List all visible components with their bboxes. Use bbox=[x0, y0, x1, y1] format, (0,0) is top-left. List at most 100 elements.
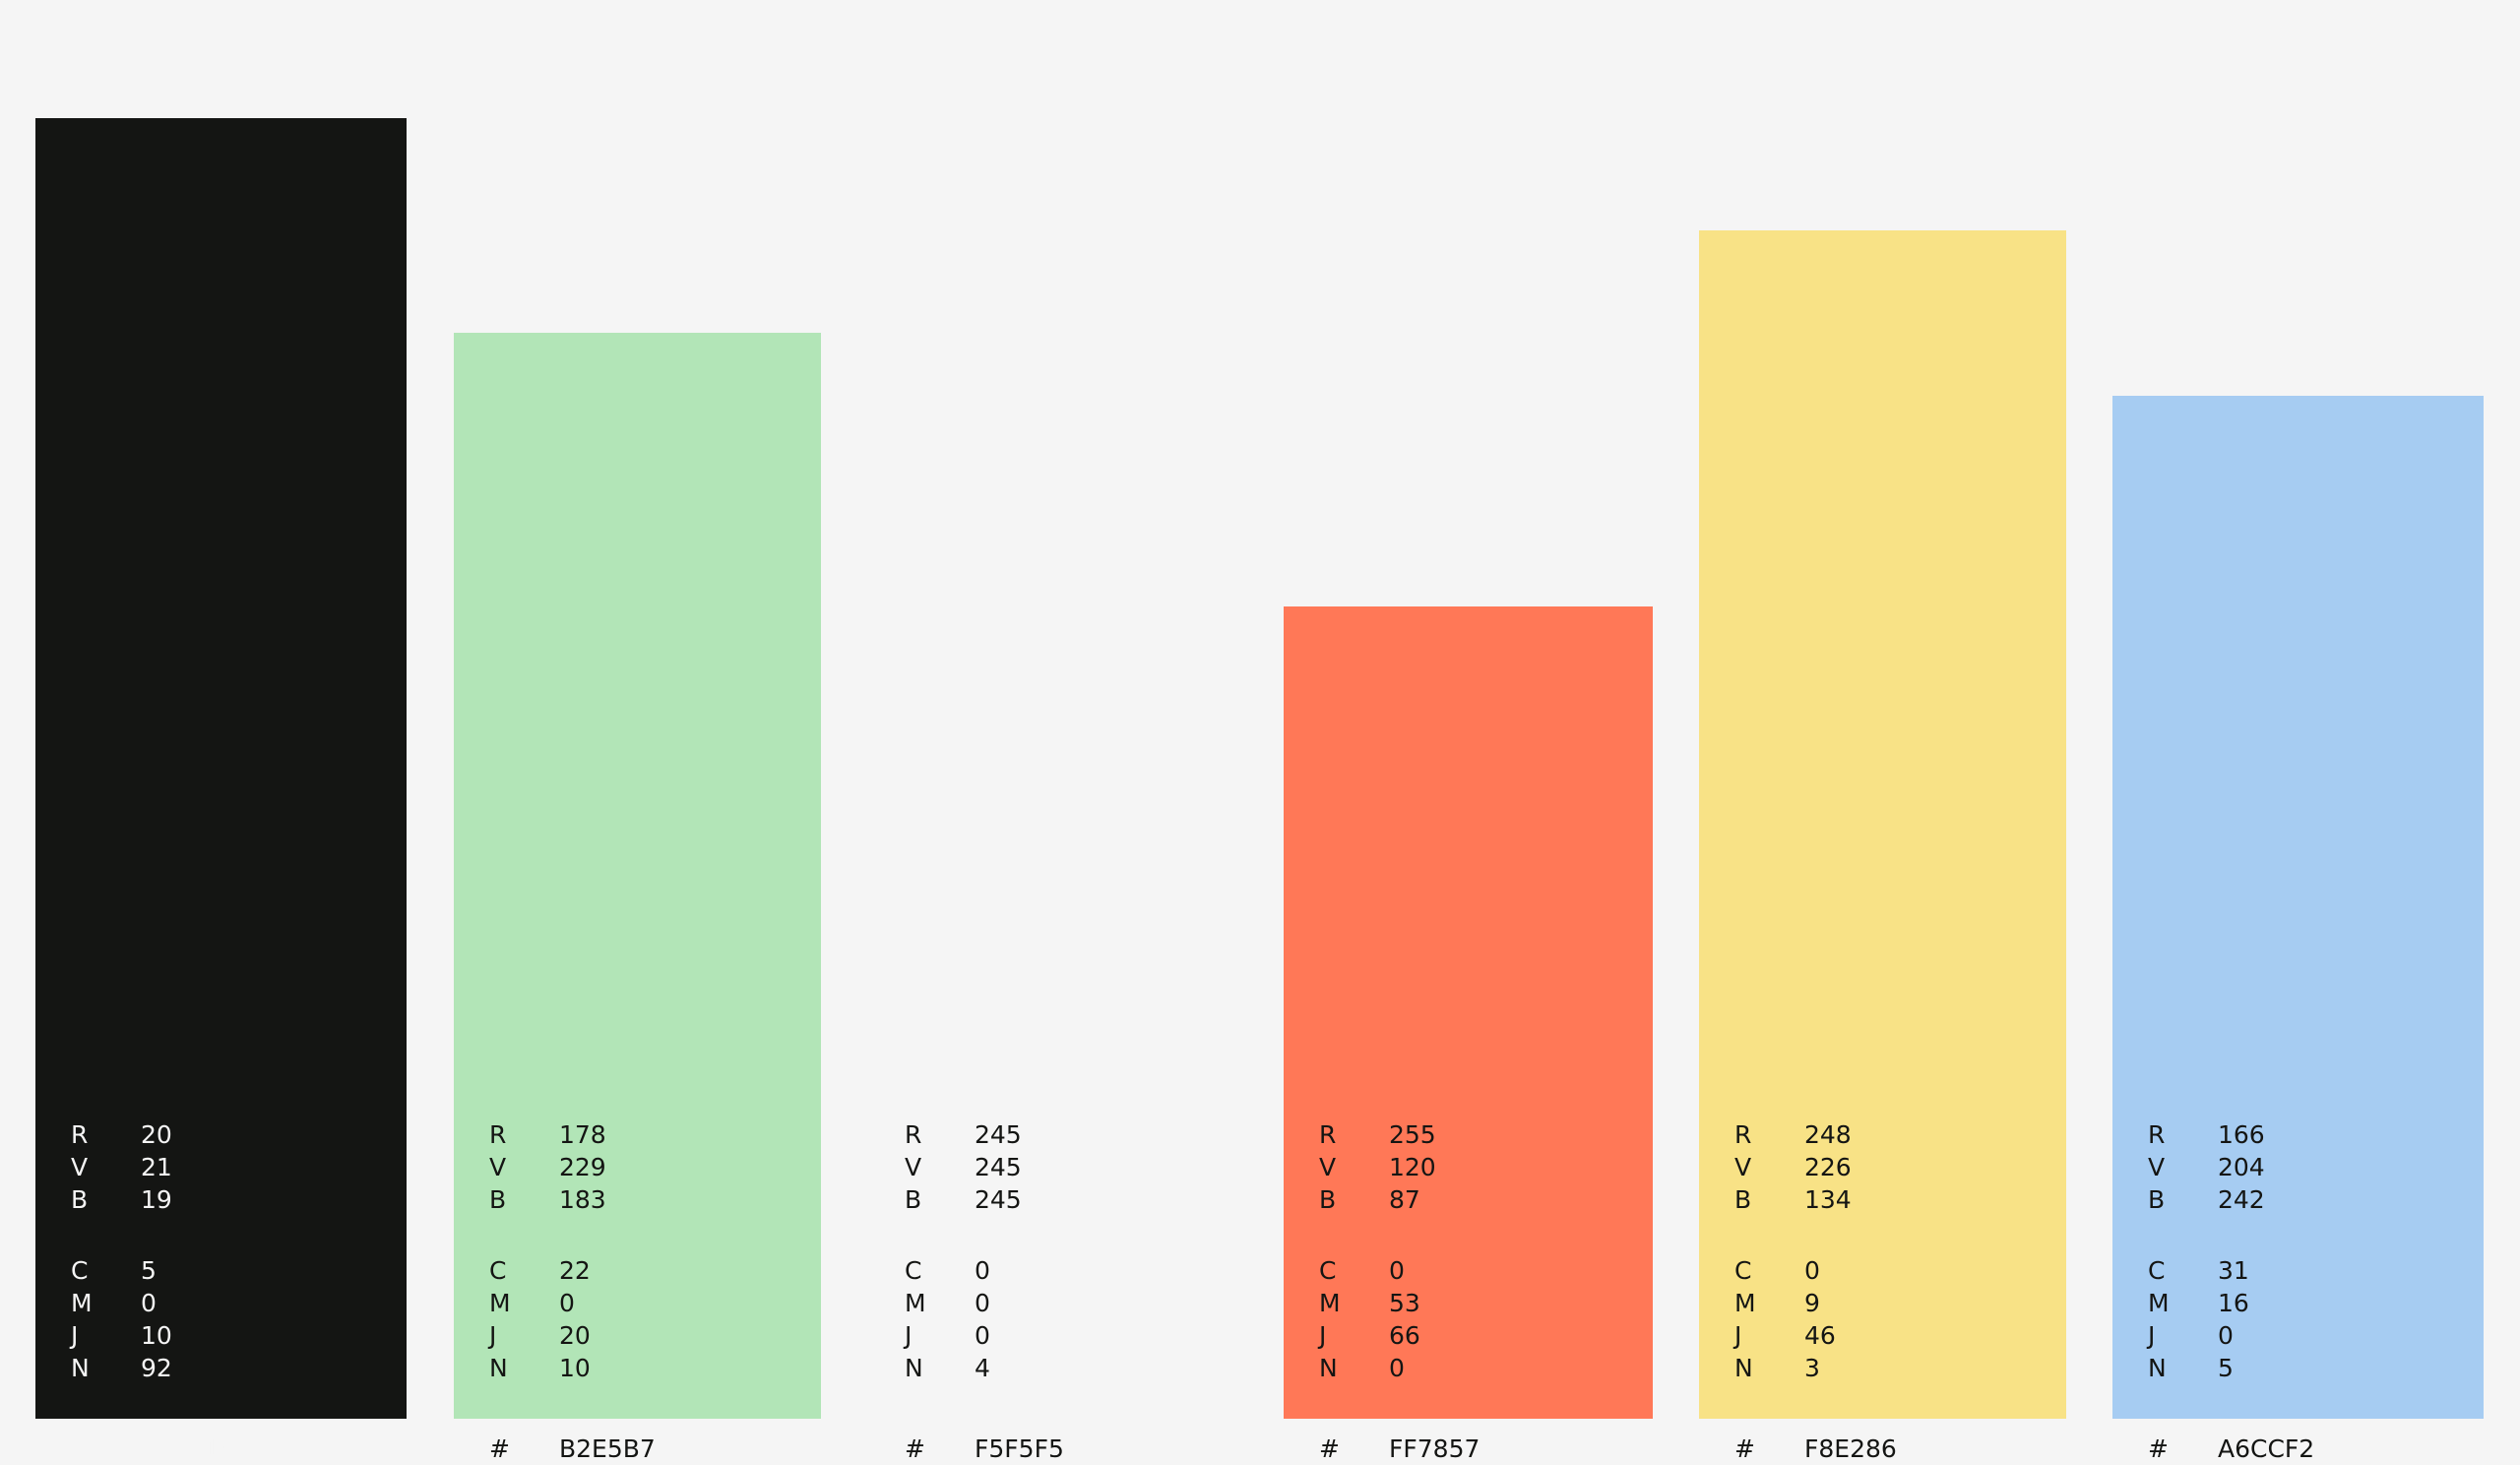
label-b: B bbox=[71, 1185, 89, 1214]
label-m: M bbox=[1734, 1289, 1756, 1317]
label-m: M bbox=[905, 1289, 926, 1317]
label-c: C bbox=[489, 1256, 507, 1285]
swatch-values: R 255 V 120 B 87 C 0 M 53 J 66 N 0 # FF7857 bbox=[1319, 1118, 1480, 1465]
value-m: 0 bbox=[559, 1289, 575, 1317]
label-c: C bbox=[2148, 1256, 2166, 1285]
label-c: C bbox=[1319, 1256, 1337, 1285]
value-r: 20 bbox=[141, 1120, 172, 1149]
value-v: 204 bbox=[2218, 1153, 2265, 1181]
value-n: 3 bbox=[1804, 1354, 1820, 1382]
swatch-values: R 248 V 226 B 134 C 0 M 9 J 46 N 3 # F8E286 bbox=[1734, 1118, 1897, 1465]
value-b: 242 bbox=[2218, 1185, 2265, 1214]
label-hash: # bbox=[489, 1434, 510, 1463]
label-hash: # bbox=[71, 1434, 92, 1463]
label-r: R bbox=[489, 1120, 507, 1149]
value-j: 66 bbox=[1389, 1321, 1420, 1350]
label-j: J bbox=[71, 1321, 79, 1350]
value-v: 229 bbox=[559, 1153, 606, 1181]
label-hash: # bbox=[905, 1434, 925, 1463]
value-c: 0 bbox=[1804, 1256, 1820, 1285]
value-v: 120 bbox=[1389, 1153, 1436, 1181]
value-m: 53 bbox=[1389, 1289, 1420, 1317]
value-b: 87 bbox=[1389, 1185, 1420, 1214]
value-n: 4 bbox=[975, 1354, 990, 1382]
value-hex: B2E5B7 bbox=[559, 1434, 656, 1463]
value-b: 245 bbox=[975, 1185, 1022, 1214]
label-j: J bbox=[489, 1321, 497, 1350]
label-b: B bbox=[905, 1185, 922, 1214]
label-r: R bbox=[2148, 1120, 2166, 1149]
label-hash: # bbox=[1734, 1434, 1755, 1463]
swatch-values: R 20 V 21 B 19 C 5 M 0 J 10 N 92 #141513 bbox=[71, 1118, 234, 1465]
label-m: M bbox=[2148, 1289, 2170, 1317]
swatch-black: R 20 V 21 B 19 C 5 M 0 J 10 N 92 #141513 bbox=[35, 118, 407, 1463]
swatch-yellow: R 248 V 226 B 134 C 0 M 9 J 46 N 3 # F8E286 bbox=[1699, 230, 2066, 1463]
label-r: R bbox=[71, 1120, 89, 1149]
value-m: 16 bbox=[2218, 1289, 2249, 1317]
label-hash: # bbox=[2148, 1434, 2169, 1463]
label-m: M bbox=[1319, 1289, 1341, 1317]
value-j: 46 bbox=[1804, 1321, 1836, 1350]
label-b: B bbox=[1734, 1185, 1752, 1214]
swatch-coral: R 255 V 120 B 87 C 0 M 53 J 66 N 0 # FF7857 bbox=[1284, 606, 1653, 1463]
value-hex: A6CCF2 bbox=[2218, 1434, 2315, 1463]
label-n: N bbox=[489, 1354, 508, 1382]
value-n: 10 bbox=[559, 1354, 591, 1382]
value-b: 183 bbox=[559, 1185, 606, 1214]
label-j: J bbox=[1734, 1321, 1742, 1350]
swatch-blue: R 166 V 204 B 242 C 31 M 16 J 0 N 5 # A6CCF2 bbox=[2112, 396, 2484, 1463]
swatch-values: R 178 V 229 B 183 C 22 M 0 J 20 N 10 # B2E5B7 bbox=[489, 1118, 656, 1465]
value-c: 0 bbox=[975, 1256, 990, 1285]
value-r: 248 bbox=[1804, 1120, 1852, 1149]
value-hex: FF7857 bbox=[1389, 1434, 1480, 1463]
value-v: 245 bbox=[975, 1153, 1022, 1181]
value-v: 226 bbox=[1804, 1153, 1852, 1181]
label-j: J bbox=[1319, 1321, 1327, 1350]
value-b: 134 bbox=[1804, 1185, 1852, 1214]
value-m: 0 bbox=[975, 1289, 990, 1317]
label-v: V bbox=[71, 1153, 89, 1181]
value-m: 0 bbox=[141, 1289, 157, 1317]
value-c: 5 bbox=[141, 1256, 157, 1285]
value-j: 20 bbox=[559, 1321, 591, 1350]
value-r: 255 bbox=[1389, 1120, 1436, 1149]
label-v: V bbox=[2148, 1153, 2166, 1181]
swatch-values: R 245 V 245 B 245 C 0 M 0 J 0 N 4 # F5F5F5 bbox=[905, 1118, 1064, 1465]
label-b: B bbox=[2148, 1185, 2166, 1214]
label-m: M bbox=[489, 1289, 511, 1317]
swatch-light-grey: R 245 V 245 B 245 C 0 M 0 J 0 N 4 # F5F5F5 bbox=[869, 333, 1283, 1463]
label-hash: # bbox=[1319, 1434, 1340, 1463]
label-n: N bbox=[905, 1354, 923, 1382]
label-n: N bbox=[71, 1354, 90, 1382]
value-r: 178 bbox=[559, 1120, 606, 1149]
label-j: J bbox=[2148, 1321, 2156, 1350]
value-j: 0 bbox=[975, 1321, 990, 1350]
value-hex: F8E286 bbox=[1804, 1434, 1897, 1463]
value-b: 19 bbox=[141, 1185, 172, 1214]
value-j: 10 bbox=[141, 1321, 172, 1350]
label-b: B bbox=[1319, 1185, 1337, 1214]
label-v: V bbox=[905, 1153, 922, 1181]
label-j: J bbox=[905, 1321, 913, 1350]
label-c: C bbox=[905, 1256, 922, 1285]
value-hex: F5F5F5 bbox=[975, 1434, 1064, 1463]
value-r: 166 bbox=[2218, 1120, 2265, 1149]
value-hex: 141513 bbox=[141, 1434, 235, 1463]
value-v: 21 bbox=[141, 1153, 172, 1181]
value-n: 92 bbox=[141, 1354, 172, 1382]
label-r: R bbox=[1734, 1120, 1752, 1149]
label-v: V bbox=[489, 1153, 507, 1181]
label-c: C bbox=[71, 1256, 89, 1285]
label-b: B bbox=[489, 1185, 507, 1214]
value-j: 0 bbox=[2218, 1321, 2234, 1350]
value-c: 0 bbox=[1389, 1256, 1405, 1285]
value-n: 0 bbox=[1389, 1354, 1405, 1382]
label-m: M bbox=[71, 1289, 93, 1317]
label-n: N bbox=[1319, 1354, 1338, 1382]
label-v: V bbox=[1319, 1153, 1337, 1181]
swatch-green: R 178 V 229 B 183 C 22 M 0 J 20 N 10 # B2E5B7 bbox=[454, 333, 821, 1463]
label-r: R bbox=[1319, 1120, 1337, 1149]
value-r: 245 bbox=[975, 1120, 1022, 1149]
label-c: C bbox=[1734, 1256, 1752, 1285]
value-c: 22 bbox=[559, 1256, 591, 1285]
